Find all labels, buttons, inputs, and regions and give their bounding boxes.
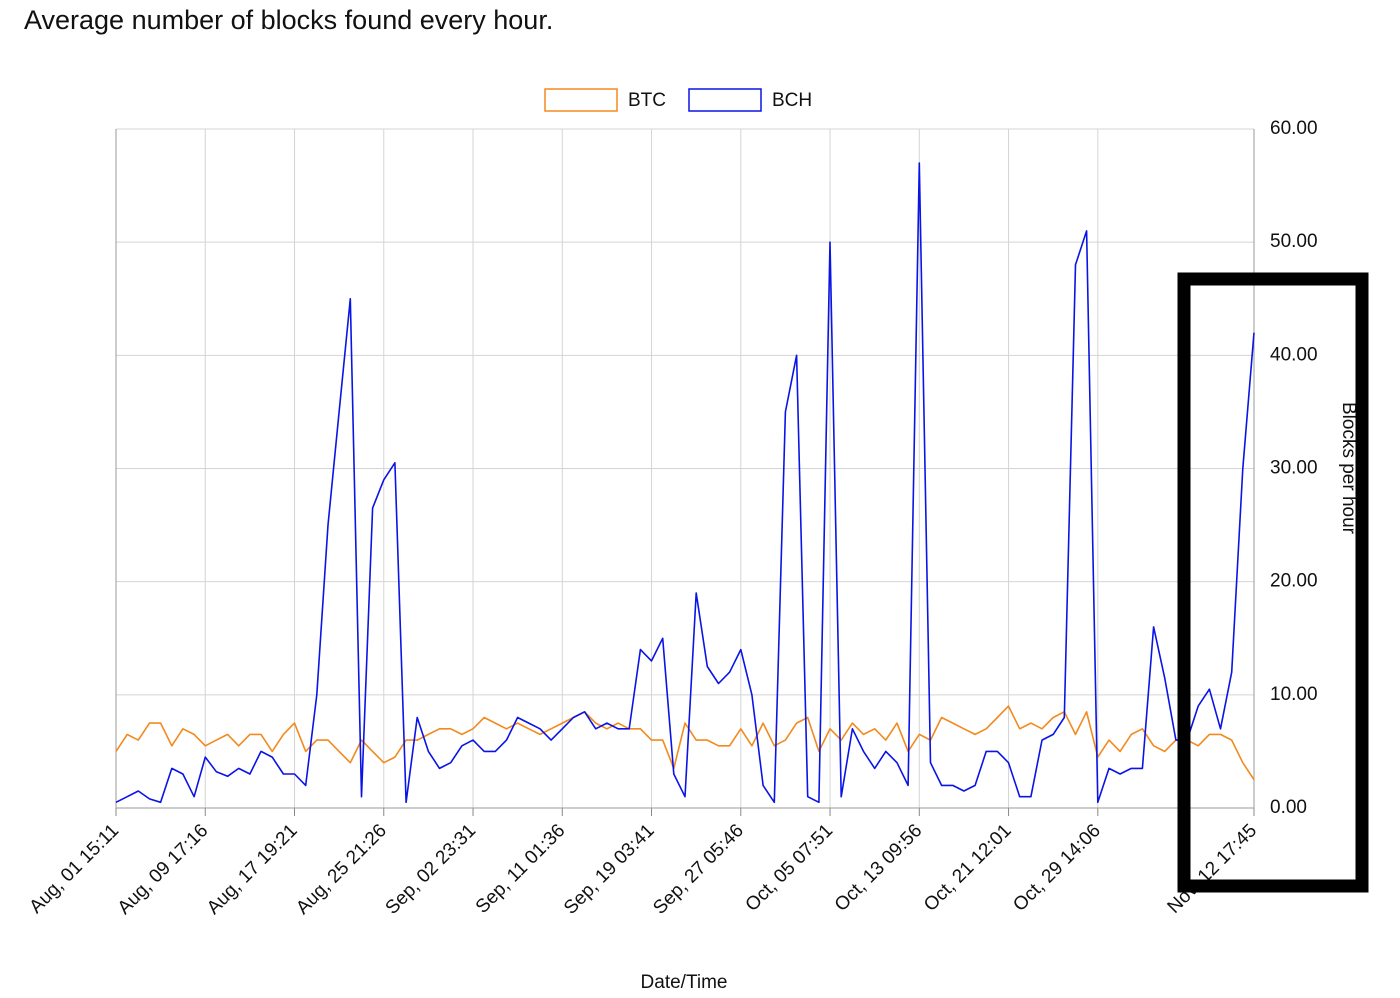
highlight-box	[1177, 272, 1369, 893]
series-line	[115, 705, 1255, 781]
legend-label: BTC	[628, 90, 666, 111]
y-tick-label: 0.00	[1270, 797, 1307, 818]
y-tick-label: 10.00	[1270, 684, 1318, 705]
x-tick-label: Aug, 25 21:26	[292, 820, 391, 919]
y-axis-label: Blocks per hour	[1338, 402, 1359, 535]
y-tick-label: 30.00	[1270, 458, 1318, 479]
x-axis-label: Date/Time	[641, 972, 728, 993]
legend-label: BCH	[772, 90, 812, 111]
x-tick-label: Aug, 17 19:21	[203, 820, 302, 919]
x-tick-label: Oct, 29 14:06	[1009, 820, 1105, 916]
y-tick-label: 50.00	[1270, 231, 1318, 252]
x-tick-label: Aug, 01 15:11	[26, 820, 124, 918]
y-tick-label: 40.00	[1270, 344, 1318, 365]
y-tick-label: 20.00	[1270, 571, 1318, 592]
plot-area: 0.00 10.00 20.00 30.00 40.00 50.00 60.00 Aug, 0…	[26, 88, 1318, 919]
x-tick-label: Sep, 02 23:31	[382, 820, 481, 919]
y-tick-label: 60.00	[1270, 118, 1318, 139]
series-line	[115, 162, 1255, 804]
x-tick-label: Sep, 19 03:41	[560, 820, 659, 919]
legend-swatch	[544, 88, 618, 112]
x-tick-label: Oct, 13 09:56	[831, 820, 927, 916]
x-tick-label: Aug, 09 17:16	[114, 820, 213, 919]
x-tick-label: Sep, 11 01:36	[472, 820, 570, 918]
x-tick-label: Oct, 05 07:51	[742, 820, 838, 916]
legend-swatch	[688, 88, 762, 112]
chart-title: Average number of blocks found every hou…	[24, 5, 553, 35]
x-tick-label: Sep, 27 05:46	[649, 820, 748, 919]
x-tick-label: Oct, 21 12:01	[920, 820, 1016, 916]
